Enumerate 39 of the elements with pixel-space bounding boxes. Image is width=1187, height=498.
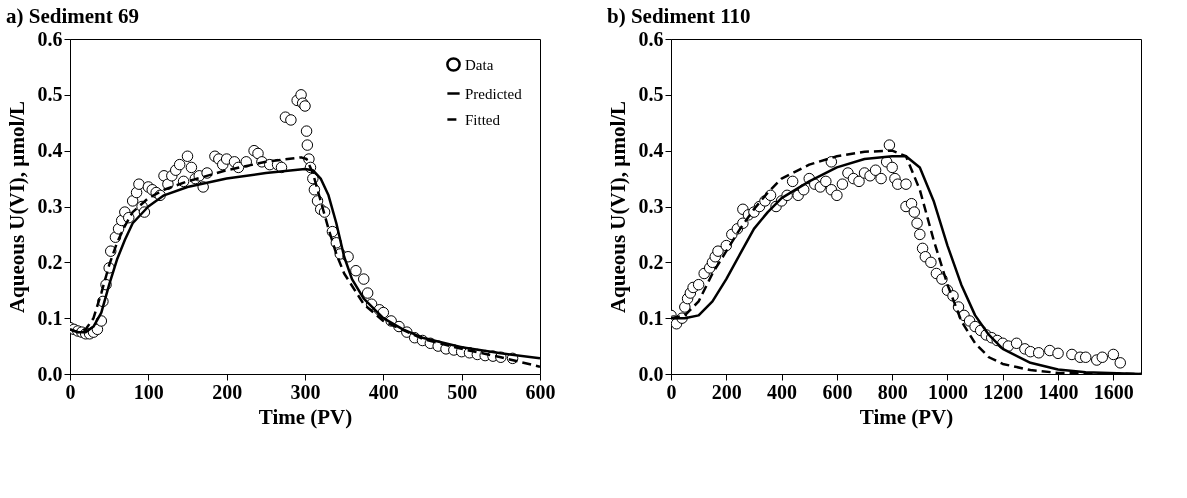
y-tick-label: 0.0 bbox=[37, 362, 63, 385]
y-tick-label: 0.5 bbox=[638, 83, 664, 106]
y-tick-label: 0.1 bbox=[37, 306, 63, 329]
x-axis-title: Time (PV) bbox=[859, 404, 954, 429]
x-tick-label: 0 bbox=[65, 380, 76, 403]
x-tick-label: 200 bbox=[711, 380, 742, 403]
y-tick-label: 0.2 bbox=[638, 250, 664, 273]
x-axis-title: Time (PV) bbox=[258, 404, 353, 429]
x-tick-label: 300 bbox=[290, 380, 321, 403]
x-tick-label: 800 bbox=[877, 380, 908, 403]
legend-label: Fitted bbox=[465, 111, 501, 128]
y-tick-label: 0.5 bbox=[37, 83, 63, 106]
y-tick-label: 0.6 bbox=[37, 27, 63, 50]
y-tick-label: 0.0 bbox=[638, 362, 664, 385]
y-tick-label: 0.2 bbox=[37, 250, 63, 273]
y-tick-label: 0.6 bbox=[638, 27, 664, 50]
legend-label: Predicted bbox=[465, 85, 523, 102]
x-tick-label: 400 bbox=[368, 380, 399, 403]
y-axis-title: Aqueous U(VI), µmol/L bbox=[605, 100, 630, 314]
x-tick-label: 400 bbox=[767, 380, 798, 403]
x-tick-label: 600 bbox=[822, 380, 853, 403]
x-tick-label: 200 bbox=[212, 380, 243, 403]
legend-label: Data bbox=[465, 56, 494, 73]
y-tick-label: 0.4 bbox=[37, 139, 63, 162]
y-tick-label: 0.4 bbox=[638, 139, 664, 162]
x-tick-label: 0 bbox=[666, 380, 677, 403]
x-tick-label: 100 bbox=[133, 380, 164, 403]
y-tick-label: 0.3 bbox=[638, 195, 664, 217]
y-tick-label: 0.1 bbox=[638, 306, 664, 329]
chart-title: a) Sediment 69 bbox=[6, 4, 139, 28]
x-tick-label: 1600 bbox=[1093, 380, 1134, 403]
x-tick-label: 500 bbox=[447, 380, 478, 403]
x-tick-label: 1400 bbox=[1038, 380, 1079, 403]
chart-title: b) Sediment 110 bbox=[607, 4, 751, 28]
x-tick-label: 1200 bbox=[983, 380, 1024, 403]
x-tick-label: 600 bbox=[525, 380, 556, 403]
x-tick-label: 1000 bbox=[927, 380, 968, 403]
y-tick-label: 0.3 bbox=[37, 195, 63, 217]
y-axis-title: Aqueous U(VI), µmol/L bbox=[4, 100, 29, 314]
